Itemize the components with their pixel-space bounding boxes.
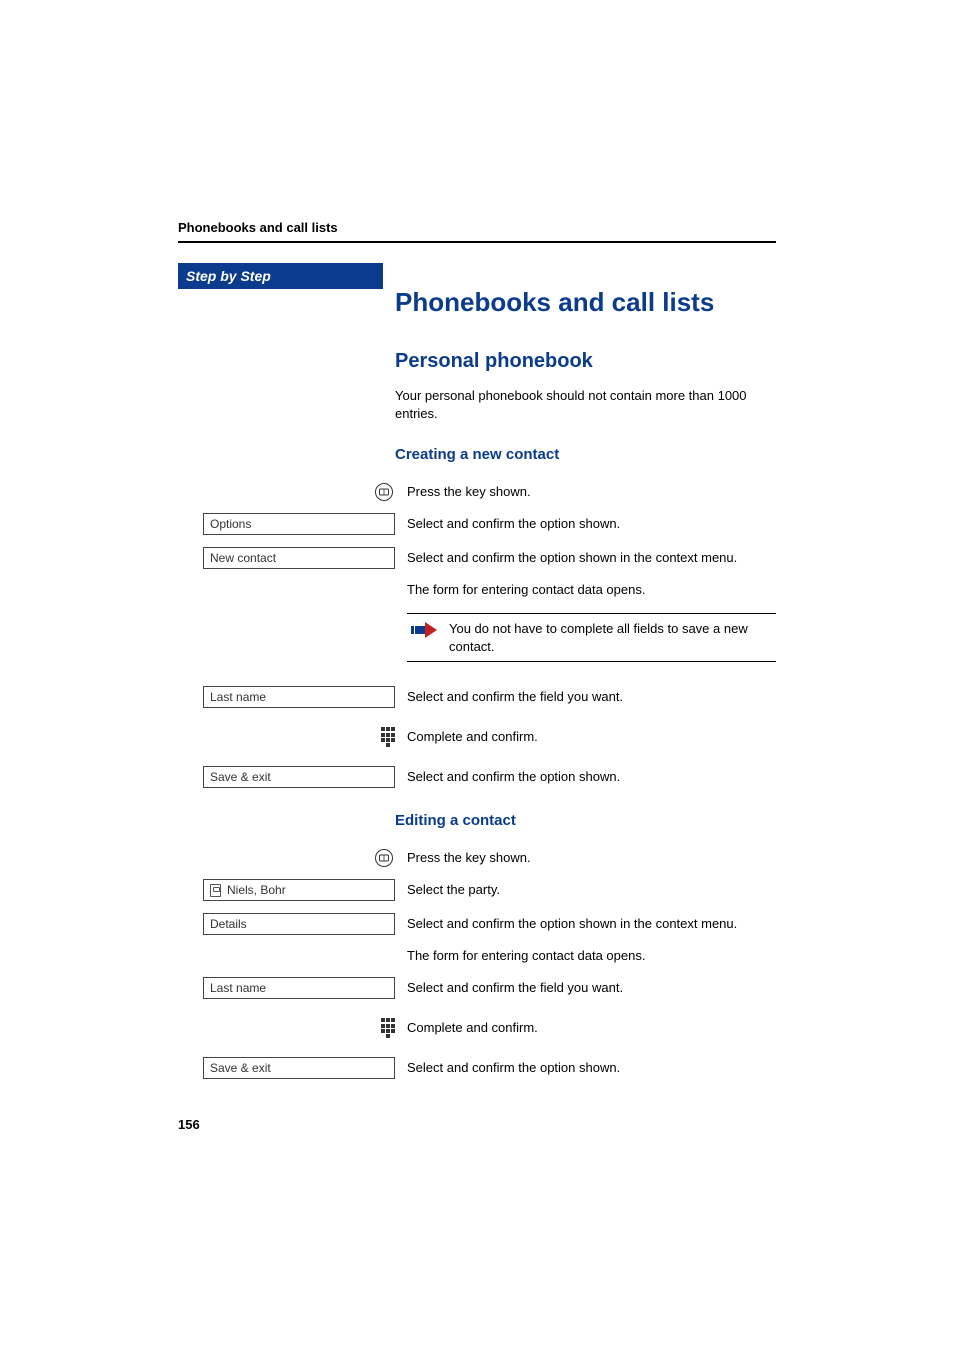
sidebar-tab: Step by Step <box>178 263 383 289</box>
step-text: Select and confirm the option shown in t… <box>407 915 776 933</box>
button-label: Save & exit <box>210 770 271 784</box>
step-text: Select and confirm the option shown. <box>395 1057 776 1077</box>
save-exit-button[interactable]: Save & exit <box>203 1057 395 1079</box>
page-title: Phonebooks and call lists <box>395 287 776 318</box>
step-row: The form for entering contact data opens… <box>190 945 776 967</box>
keypad-icon <box>381 727 395 747</box>
button-label: Options <box>210 517 251 531</box>
step-text: Select and confirm the field you want. <box>395 977 776 997</box>
section-heading-personal: Personal phonebook <box>395 350 776 373</box>
button-label: Last name <box>210 981 266 995</box>
contact-card-icon <box>210 884 221 897</box>
note-text: You do not have to complete all fields t… <box>449 620 772 655</box>
step-row: Options Select and confirm the option sh… <box>190 513 776 535</box>
intro-text: Your personal phonebook should not conta… <box>395 387 776 422</box>
content-columns: Step by Step Phonebooks and call lists P… <box>178 263 776 1089</box>
button-label: Niels, Bohr <box>227 883 286 897</box>
button-label: Save & exit <box>210 1061 271 1075</box>
creating-steps: Press the key shown. Options Select and … <box>190 481 776 788</box>
step-row: Details Select and confirm the option sh… <box>190 913 776 935</box>
step-text: Select and confirm the field you want. <box>395 686 776 706</box>
note-box: You do not have to complete all fields t… <box>407 613 776 662</box>
button-label: Details <box>210 917 247 931</box>
header-breadcrumb: Phonebooks and call lists <box>178 220 776 235</box>
page-number: 156 <box>178 1117 776 1132</box>
step-row: The form for entering contact data opens… <box>190 579 776 601</box>
keypad-icon <box>381 1018 395 1038</box>
details-button[interactable]: Details <box>203 913 395 935</box>
step-row: Press the key shown. <box>190 847 776 869</box>
note-row: You do not have to complete all fields t… <box>190 611 776 676</box>
editing-steps: Press the key shown. Niels, Bohr Select … <box>190 847 776 1079</box>
step-subtext: The form for entering contact data opens… <box>395 945 776 965</box>
step-row: Press the key shown. <box>190 481 776 503</box>
options-button[interactable]: Options <box>203 513 395 535</box>
step-text: Select and confirm the option shown. <box>395 513 776 533</box>
phonebook-key-icon <box>375 483 393 501</box>
new-contact-button[interactable]: New contact <box>203 547 395 569</box>
button-label: Last name <box>210 690 266 704</box>
save-exit-button[interactable]: Save & exit <box>203 766 395 788</box>
step-row: Last name Select and confirm the field y… <box>190 977 776 999</box>
step-row: Complete and confirm. <box>190 1017 776 1039</box>
step-text: Select and confirm the option shown. <box>395 766 776 786</box>
step-text: Complete and confirm. <box>395 726 776 746</box>
button-label: New contact <box>210 551 276 565</box>
step-text: Select and confirm the option shown in t… <box>407 549 776 567</box>
step-row: Niels, Bohr Select the party. <box>190 879 776 901</box>
contact-entry-button[interactable]: Niels, Bohr <box>203 879 395 901</box>
step-subtext: The form for entering contact data opens… <box>395 579 776 599</box>
subheading-creating: Creating a new contact <box>395 446 776 463</box>
phonebook-key-icon <box>375 849 393 867</box>
step-text: Press the key shown. <box>395 847 776 867</box>
last-name-button[interactable]: Last name <box>203 977 395 999</box>
step-row: Save & exit Select and confirm the optio… <box>190 766 776 788</box>
step-text: Complete and confirm. <box>395 1017 776 1037</box>
last-name-button[interactable]: Last name <box>203 686 395 708</box>
right-column: Phonebooks and call lists Personal phone… <box>383 263 776 1089</box>
step-row: New contact Select and confirm the optio… <box>190 547 776 569</box>
step-row: Save & exit Select and confirm the optio… <box>190 1057 776 1079</box>
subheading-editing: Editing a contact <box>395 812 776 829</box>
step-text: Select the party. <box>395 879 776 899</box>
step-row: Last name Select and confirm the field y… <box>190 686 776 708</box>
page: Phonebooks and call lists Step by Step P… <box>0 0 954 1132</box>
note-arrow-icon <box>411 620 439 643</box>
step-text: Press the key shown. <box>395 481 776 501</box>
header-rule <box>178 241 776 243</box>
step-row: Complete and confirm. <box>190 726 776 748</box>
